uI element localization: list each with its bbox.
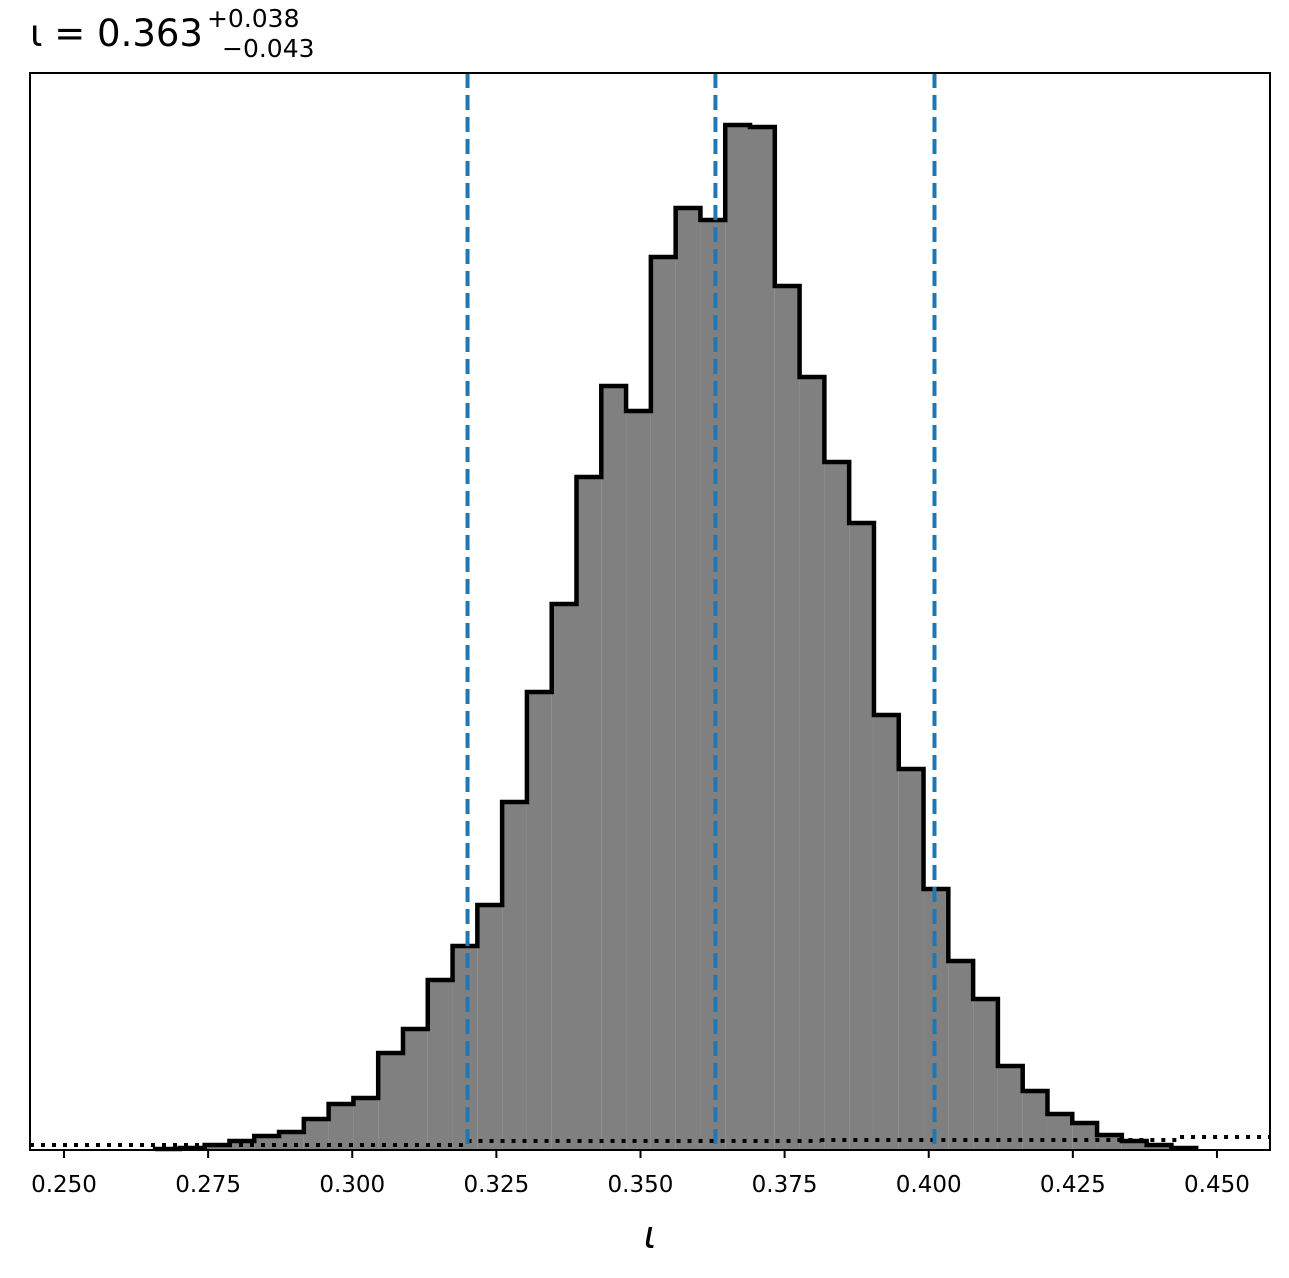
histogram-bar <box>551 604 577 1150</box>
histogram-bar <box>849 523 874 1150</box>
histogram-bar <box>477 905 503 1150</box>
histogram-bar <box>675 208 701 1150</box>
histogram-bar <box>898 769 924 1150</box>
x-tick-label: 0.275 <box>175 1172 241 1198</box>
histogram-bar <box>427 980 453 1150</box>
histogram-bar <box>601 386 627 1150</box>
histogram-bar <box>1047 1114 1073 1150</box>
x-tick-label: 0.250 <box>31 1172 97 1198</box>
x-tick-label: 0.375 <box>752 1172 818 1198</box>
histogram-bar <box>973 999 998 1150</box>
histogram-bar <box>502 802 527 1150</box>
x-tick-label: 0.325 <box>463 1172 529 1198</box>
histogram-bar <box>378 1053 403 1150</box>
histogram-bar <box>204 1145 230 1150</box>
histogram-bar <box>997 1066 1023 1150</box>
histogram-bar <box>725 125 751 1150</box>
histogram-bar <box>576 477 602 1150</box>
x-tick-label: 0.425 <box>1040 1172 1106 1198</box>
x-axis-label: ι <box>644 1213 657 1257</box>
histogram-bar <box>1097 1135 1122 1150</box>
histogram-bar <box>774 286 800 1150</box>
histogram-bar <box>1072 1123 1098 1150</box>
histogram-bar <box>1121 1141 1147 1150</box>
histogram-bar <box>873 715 899 1150</box>
histogram-bar <box>799 377 825 1150</box>
histogram-outline <box>152 122 1199 1152</box>
x-tick-label: 0.400 <box>896 1172 962 1198</box>
histogram-bar <box>279 1132 304 1150</box>
histogram-bar <box>353 1098 379 1150</box>
title-subscript: −0.043 <box>222 34 315 63</box>
histogram-bar <box>750 127 775 1150</box>
histogram-bar <box>526 692 552 1150</box>
histogram-bar <box>650 257 676 1150</box>
x-tick-label: 0.300 <box>319 1172 385 1198</box>
chart-title: ι = 0.363 +0.038 <box>30 4 300 55</box>
histogram-bar <box>402 1029 428 1150</box>
histogram-bar <box>948 961 974 1150</box>
x-tick-label: 0.450 <box>1184 1172 1250 1198</box>
histogram-bar <box>452 946 478 1150</box>
title-superscript: +0.038 <box>207 4 300 33</box>
plot-frame <box>29 72 1271 1151</box>
histogram-bar <box>626 411 651 1150</box>
title-main: ι = 0.363 <box>30 12 203 55</box>
histogram-bar <box>1146 1145 1172 1150</box>
histogram-bar <box>824 462 850 1150</box>
x-tick-label: 0.350 <box>608 1172 674 1198</box>
histogram-bar <box>328 1104 354 1150</box>
histogram-bar <box>700 220 726 1150</box>
